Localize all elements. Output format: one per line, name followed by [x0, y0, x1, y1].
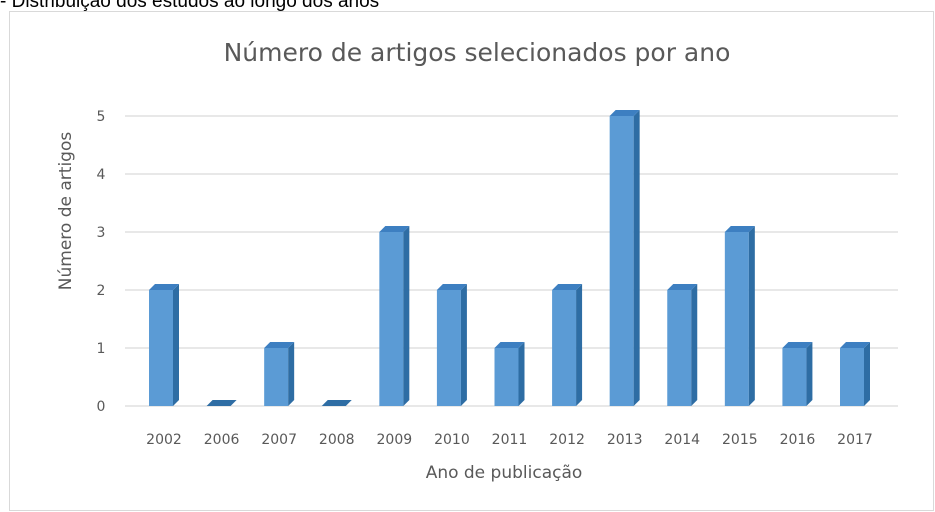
bar	[667, 284, 698, 406]
bar-top	[149, 284, 179, 290]
bar-front	[609, 116, 634, 406]
x-tick-label: 2007	[261, 432, 297, 448]
x-tick-label: 2002	[146, 432, 182, 448]
bar-top	[609, 110, 640, 116]
bar-top	[724, 226, 755, 232]
bar-side	[864, 342, 870, 406]
bar-side	[173, 284, 179, 406]
bar-side	[576, 284, 583, 406]
x-axis-title: Ano de publicação	[426, 463, 583, 483]
bar	[782, 342, 813, 406]
bar-top	[667, 284, 698, 290]
bar-side	[518, 342, 525, 406]
y-tick-label: 2	[97, 283, 106, 299]
bar	[436, 284, 467, 406]
bar-front	[782, 348, 807, 406]
bar-zero	[321, 400, 352, 406]
bar-side	[403, 226, 410, 406]
bar-front	[379, 232, 404, 406]
bar	[609, 110, 640, 406]
bar-top	[840, 342, 870, 348]
bar-side	[288, 342, 295, 406]
bar-top	[264, 342, 295, 348]
bar-side	[806, 342, 813, 406]
bar	[206, 400, 237, 406]
bar-front	[264, 348, 289, 406]
y-tick-label: 3	[97, 225, 106, 241]
y-tick-label: 4	[97, 167, 106, 183]
bar	[840, 342, 870, 406]
bar	[724, 226, 755, 406]
bar	[552, 284, 583, 406]
bar	[321, 400, 352, 406]
bar	[379, 226, 410, 406]
x-tick-label: 2011	[492, 432, 528, 448]
bar-top	[782, 342, 813, 348]
x-tick-label: 2012	[549, 432, 585, 448]
figure-caption: - Distribuição dos estudos ao longo dos …	[0, 0, 380, 12]
bar-front	[149, 290, 173, 406]
bar-front	[724, 232, 749, 406]
chart-title: Número de artigos selecionados por ano	[224, 38, 731, 67]
bar-top	[436, 284, 467, 290]
x-tick-label: 2013	[607, 432, 643, 448]
bar-zero	[206, 400, 237, 406]
bar-front	[436, 290, 461, 406]
x-tick-labels: 2002 2006 2007 2008 2009 2010 2011 2012 2013 2014…	[146, 432, 873, 448]
y-tick-label: 1	[97, 341, 106, 357]
bar	[494, 342, 525, 406]
bar	[149, 284, 179, 406]
y-tick-label: 0	[97, 399, 106, 415]
bar-top	[552, 284, 583, 290]
x-tick-label: 2015	[722, 432, 758, 448]
x-tick-label: 2016	[780, 432, 816, 448]
bar-top	[494, 342, 525, 348]
bar-front	[840, 348, 864, 406]
bar-front	[667, 290, 692, 406]
x-tick-label: 2009	[377, 432, 413, 448]
y-tick-labels: 0 1 2 3 4 5	[97, 109, 106, 415]
bar	[264, 342, 295, 406]
y-tick-label: 5	[97, 109, 106, 125]
x-tick-label: 2008	[319, 432, 355, 448]
bar-side	[460, 284, 467, 406]
bar-front	[552, 290, 577, 406]
chart-frame	[9, 11, 934, 511]
x-tick-label: 2006	[204, 432, 240, 448]
bars	[149, 110, 870, 406]
x-tick-label: 2017	[837, 432, 873, 448]
y-axis-title: Número de artigos	[56, 132, 76, 291]
bar-side	[691, 284, 698, 406]
bar-top	[379, 226, 410, 232]
bar-side	[633, 110, 640, 406]
x-tick-label: 2014	[664, 432, 700, 448]
x-tick-label: 2010	[434, 432, 470, 448]
bar-front	[494, 348, 519, 406]
bar-side	[748, 226, 755, 406]
